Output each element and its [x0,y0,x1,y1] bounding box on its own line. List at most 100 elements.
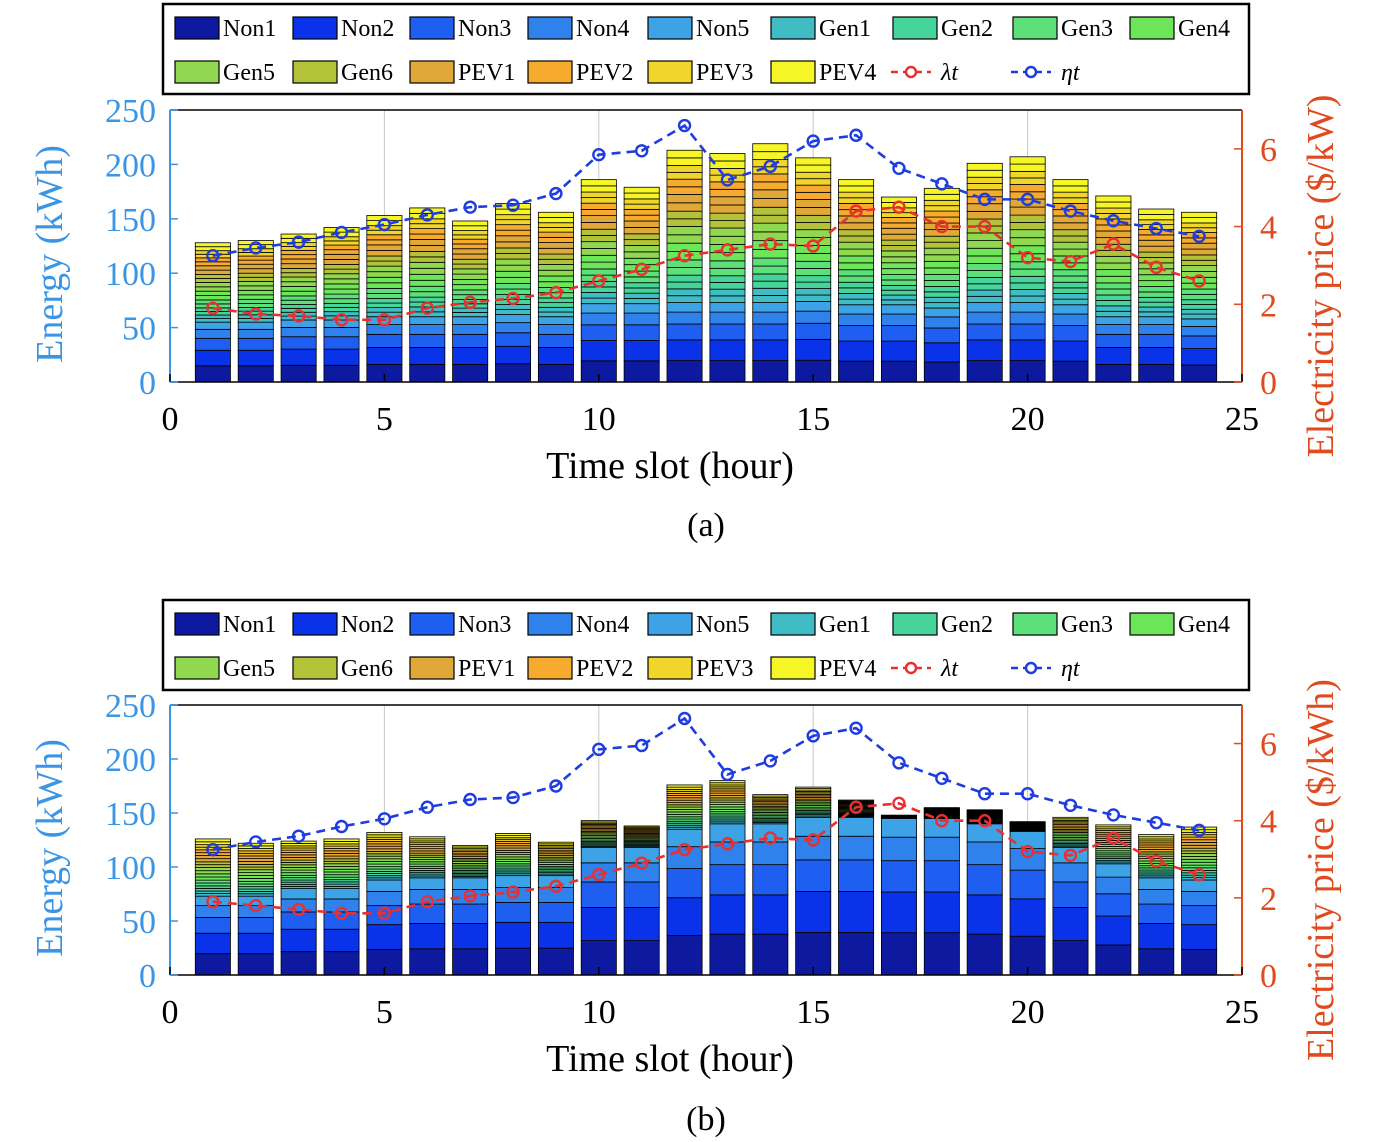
lambda-point [892,200,906,214]
bar-segment-gen6 [537,253,574,260]
legend-label: Gen2 [941,612,993,638]
bar-segment-pev1 [366,244,403,251]
bar-segment-gen4 [580,254,617,263]
bar-segment-non3 [1181,905,1218,926]
legend-swatch [770,16,816,40]
bar-segment-gen5 [323,866,360,870]
bar-segment-gen1 [1052,298,1089,306]
bar-segment-gen1 [1181,313,1218,320]
bar-segment-pev1 [323,253,360,260]
bar-stack-14 [752,143,789,383]
bar-segment-pev2 [752,181,789,191]
legend-swatch [174,60,220,84]
bar-segment-gen4 [194,876,231,881]
eta-point [1192,229,1206,243]
bar-segment-gen6 [409,256,446,263]
y-tick-label-right: 0 [1260,365,1277,402]
price-lines [206,118,1206,327]
bar-segment-gen4 [409,273,446,281]
bar-segment-non3 [838,859,875,892]
bar-segment-gen5 [409,267,446,275]
bar-segment-non4 [880,313,917,327]
bar-segment-gen2 [1009,275,1046,284]
bar-stack-20 [1009,156,1046,383]
bar-segment-non5 [452,877,489,890]
legend-swatch [1012,16,1058,40]
bar-segment-gen6 [709,220,746,229]
bar-segment-non5 [623,303,660,314]
bar-segment-pev1 [495,241,532,249]
bar-segment-gen1 [1009,295,1046,303]
legend: Non1 Non2 Non3 Non4 Non5 Gen1 Gen2 Gen3 Gen4 Gen5… [161,598,1251,692]
bar-segment-non2 [623,340,660,362]
eta-point [677,118,692,133]
legend-swatch [1129,612,1175,636]
legend-swatch [1129,16,1175,40]
bar-segment-non3 [452,903,489,924]
bar-stack-6 [409,207,446,383]
eta-point [978,787,992,801]
legend-marker [904,661,918,675]
bar-segment-pev1 [1095,230,1132,239]
bar-segment-pev1 [795,199,832,208]
bar-segment-non1 [1095,944,1132,976]
bar-segment-non4 [795,835,832,861]
bar-segment-gen5 [1009,229,1046,239]
legend-item-t: λt [891,60,959,86]
bar-segment-pev2 [452,243,489,250]
bar-stack-10 [580,179,617,383]
bar-segment-gen5 [194,282,231,288]
bar-segment-pev4 [1095,201,1132,209]
legend-label: PEV1 [458,656,515,682]
bar-segment-gen4 [323,871,360,876]
y-axis-label-right: Electricity price ($/kW) [1300,95,1342,458]
bar-segment-non4 [666,311,703,325]
bar-segment-gen4 [194,290,231,296]
legend-label: Non2 [341,16,394,42]
bar-segment-pev2 [580,202,617,210]
eta-point [206,249,220,263]
bar-segment-pev2 [752,173,789,183]
bar-stack-12 [666,784,703,976]
bar-segment-gen4 [495,270,532,278]
bar-segment-gen4 [795,252,832,262]
eta-point [1106,808,1121,822]
bar-segment-non5 [880,818,917,838]
legend-item-pev3: PEV3 [647,60,753,86]
bar-segment-non2 [1052,340,1089,362]
bar-segment-non4 [752,841,789,866]
bar-segment-pev3 [1052,191,1089,199]
bar-stack-11 [623,825,660,976]
bar-segment-pev2 [323,249,360,255]
bar-segment-gen6 [280,268,317,274]
bar-segment-non2 [237,932,274,955]
bar-segment-gen3 [1095,282,1132,290]
bar-segment-non3 [495,332,532,347]
bar-segment-pev1 [194,858,231,863]
bar-segment-pev1 [1181,841,1218,846]
bar-segment-gen5 [623,245,660,253]
lambda-point [549,285,563,300]
legend-swatch [292,612,338,636]
bar-segment-non5 [366,879,403,892]
bar-segment-pev1 [623,220,660,228]
bar-segment-non1 [923,361,960,383]
bar-segment-gen3 [1138,286,1175,293]
bar-segment-non3 [623,324,660,341]
bar-segment-gen1 [1052,293,1089,300]
bar-segment-non3 [1052,325,1089,342]
bar-segment-non5 [1138,877,1175,890]
legend-swatch [292,16,338,40]
bar-segment-pev1 [966,210,1003,220]
bar-segment-pev1 [1138,239,1175,247]
legend-swatch [527,16,573,40]
bar-segment-non1 [623,360,660,383]
legend-label: Gen5 [223,60,275,86]
legend-swatch [770,656,816,680]
bar-stack-19 [966,162,1003,383]
bar-segment-gen4 [366,276,403,284]
bar-segment-gen4 [966,247,1003,257]
y-tick-label-left: 150 [105,796,156,833]
bar-segment-gen1 [1138,306,1175,313]
bar-segment-gen4 [194,873,231,878]
